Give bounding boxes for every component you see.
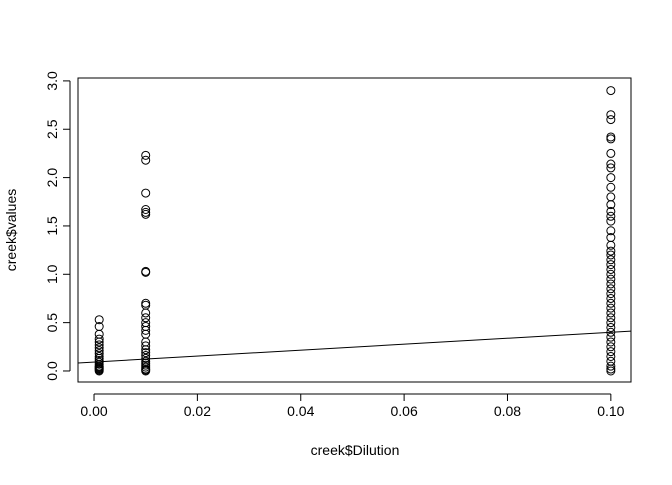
point	[606, 192, 616, 202]
regression-group	[78, 330, 631, 364]
point	[94, 337, 104, 347]
x-axis-label: creek$Dilution	[311, 442, 400, 458]
point	[606, 298, 616, 308]
point	[606, 163, 616, 173]
point	[606, 250, 616, 260]
point	[606, 211, 616, 221]
point	[606, 132, 616, 142]
point	[94, 349, 104, 359]
y-tick-label: 1.5	[44, 216, 60, 236]
point	[606, 322, 616, 332]
point	[606, 289, 616, 299]
point	[141, 209, 151, 219]
point	[141, 325, 151, 335]
point	[94, 366, 104, 376]
point	[141, 366, 151, 376]
point	[606, 200, 616, 210]
point	[606, 260, 616, 270]
x-tick-label: 0.04	[287, 403, 314, 419]
point	[606, 284, 616, 294]
x-tick-label: 0.06	[390, 403, 417, 419]
point	[141, 188, 151, 198]
point	[141, 300, 151, 310]
point	[141, 308, 151, 318]
regression-line	[78, 330, 631, 364]
x-tick-label: 0.00	[80, 403, 107, 419]
point	[606, 361, 616, 371]
x-tick-label: 0.10	[597, 403, 624, 419]
point	[606, 173, 616, 183]
point	[141, 298, 151, 308]
point	[94, 315, 104, 325]
point	[606, 356, 616, 366]
point	[606, 148, 616, 158]
y-tick-label: 0.5	[44, 313, 60, 333]
point	[606, 347, 616, 357]
point	[606, 182, 616, 192]
point	[141, 348, 151, 358]
point	[141, 267, 151, 277]
point	[606, 366, 616, 376]
point	[606, 303, 616, 313]
point	[606, 110, 616, 120]
point	[94, 340, 104, 350]
point	[141, 341, 151, 351]
point	[606, 279, 616, 289]
point	[606, 134, 616, 144]
point	[606, 206, 616, 216]
point	[94, 343, 104, 353]
point	[606, 342, 616, 352]
y-axis-label: creek$values	[3, 189, 19, 272]
point	[606, 86, 616, 96]
point	[606, 255, 616, 265]
point	[606, 216, 616, 226]
point	[94, 329, 104, 339]
point	[141, 313, 151, 323]
x-tick-label: 0.08	[494, 403, 521, 419]
y-tick-label: 2.0	[44, 168, 60, 188]
point	[606, 269, 616, 279]
point	[606, 240, 616, 250]
point	[606, 318, 616, 328]
point	[606, 293, 616, 303]
point	[141, 150, 151, 160]
y-tick-label: 1.0	[44, 264, 60, 284]
point	[606, 246, 616, 256]
point	[606, 115, 616, 125]
point	[141, 345, 151, 355]
point	[606, 274, 616, 284]
point	[94, 334, 104, 344]
point	[606, 313, 616, 323]
point	[606, 332, 616, 342]
plot-box	[77, 77, 632, 383]
x-tick-label: 0.02	[184, 403, 211, 419]
point	[606, 226, 616, 236]
y-tick-label: 3.0	[44, 71, 60, 91]
y-tick-label: 0.0	[44, 361, 60, 381]
point	[606, 337, 616, 347]
point	[606, 264, 616, 274]
point	[141, 155, 151, 165]
point	[141, 205, 151, 215]
point	[606, 351, 616, 361]
point	[606, 159, 616, 169]
point	[606, 308, 616, 318]
y-tick-label: 2.5	[44, 119, 60, 139]
